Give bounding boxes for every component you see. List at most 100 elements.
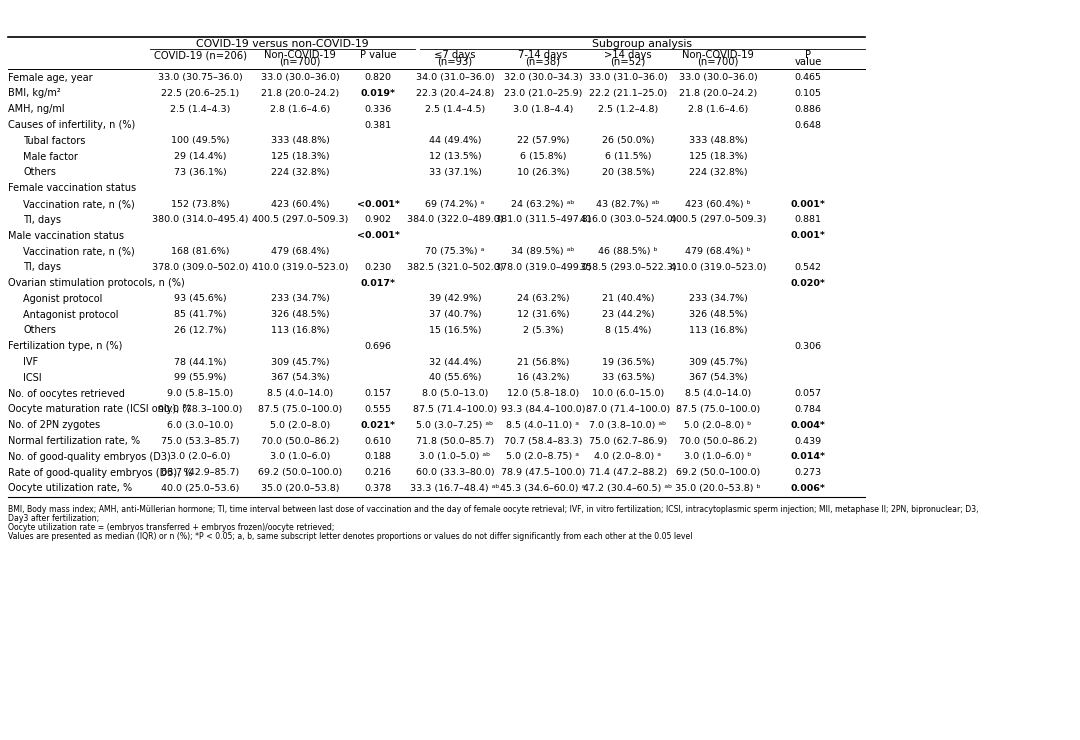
Text: 70 (75.3%) ᵃ: 70 (75.3%) ᵃ [426,247,485,256]
Text: 69.2 (50.0–100.0): 69.2 (50.0–100.0) [258,468,342,477]
Text: 0.542: 0.542 [795,263,822,272]
Text: 233 (34.7%): 233 (34.7%) [689,295,747,303]
Text: 479 (68.4%): 479 (68.4%) [271,247,329,256]
Text: 0.696: 0.696 [365,342,391,351]
Text: 6.0 (3.0–10.0): 6.0 (3.0–10.0) [166,421,233,430]
Text: 21.8 (20.0–24.2): 21.8 (20.0–24.2) [261,89,339,98]
Text: 0.378: 0.378 [364,484,392,493]
Text: 3.0 (1.0–5.0) ᵃᵇ: 3.0 (1.0–5.0) ᵃᵇ [419,452,490,461]
Text: 4.0 (2.0–8.0) ᵃ: 4.0 (2.0–8.0) ᵃ [594,452,661,461]
Text: 9.0 (5.8–15.0): 9.0 (5.8–15.0) [167,389,233,398]
Text: 0.057: 0.057 [795,389,822,398]
Text: 6 (15.8%): 6 (15.8%) [519,152,566,161]
Text: 10 (26.3%): 10 (26.3%) [516,168,569,177]
Text: Non-COVID-19: Non-COVID-19 [265,50,336,60]
Text: 33.0 (30.0–36.0): 33.0 (30.0–36.0) [678,73,757,82]
Text: <0.001*: <0.001* [356,231,400,240]
Text: 87.5 (75.0–100.0): 87.5 (75.0–100.0) [258,405,342,414]
Text: 16 (43.2%): 16 (43.2%) [516,374,569,383]
Text: 0.555: 0.555 [365,405,391,414]
Text: Others: Others [23,167,56,178]
Text: value: value [794,57,822,67]
Text: 22.5 (20.6–25.1): 22.5 (20.6–25.1) [161,89,239,98]
Text: 33.0 (31.0–36.0): 33.0 (31.0–36.0) [589,73,667,82]
Text: 71.4 (47.2–88.2): 71.4 (47.2–88.2) [589,468,667,477]
Text: 378.0 (309.0–502.0): 378.0 (309.0–502.0) [152,263,248,272]
Text: Rate of good-quality embryos (D3), %: Rate of good-quality embryos (D3), % [8,468,192,478]
Text: 0.439: 0.439 [795,437,822,445]
Text: Antagonist protocol: Antagonist protocol [23,309,119,320]
Text: 224 (32.8%): 224 (32.8%) [689,168,747,177]
Text: 2 (5.3%): 2 (5.3%) [523,326,564,335]
Text: 2.5 (1.2–4.8): 2.5 (1.2–4.8) [598,105,658,114]
Text: 33.3 (16.7–48.4) ᵃᵇ: 33.3 (16.7–48.4) ᵃᵇ [410,484,500,493]
Text: AMH, ng/ml: AMH, ng/ml [8,104,65,114]
Text: 90.0 (78.3–100.0): 90.0 (78.3–100.0) [158,405,242,414]
Text: No. of 2PN zygotes: No. of 2PN zygotes [8,420,100,430]
Text: 384.0 (322.0–489.0): 384.0 (322.0–489.0) [407,215,503,224]
Text: 85 (41.7%): 85 (41.7%) [174,310,226,319]
Text: 39 (42.9%): 39 (42.9%) [429,295,482,303]
Text: 35.0 (20.0–53.8): 35.0 (20.0–53.8) [260,484,339,493]
Text: 2.8 (1.6–4.6): 2.8 (1.6–4.6) [688,105,748,114]
Text: 0.001*: 0.001* [791,200,825,209]
Text: 10.0 (6.0–15.0): 10.0 (6.0–15.0) [592,389,664,398]
Text: 34.0 (31.0–36.0): 34.0 (31.0–36.0) [416,73,495,82]
Text: (n=38): (n=38) [526,57,561,67]
Text: TI, days: TI, days [23,215,60,225]
Text: 69.2 (50.0–100.0): 69.2 (50.0–100.0) [676,468,760,477]
Text: 37 (40.7%): 37 (40.7%) [429,310,482,319]
Text: Normal fertilization rate, %: Normal fertilization rate, % [8,436,140,446]
Text: 87.5 (71.4–100.0): 87.5 (71.4–100.0) [413,405,497,414]
Text: 35.0 (20.0–53.8) ᵇ: 35.0 (20.0–53.8) ᵇ [675,484,760,493]
Text: 8.5 (4.0–11.0) ᵃ: 8.5 (4.0–11.0) ᵃ [507,421,580,430]
Text: 367 (54.3%): 367 (54.3%) [271,374,329,383]
Text: 73 (36.1%): 73 (36.1%) [174,168,227,177]
Text: 32 (44.4%): 32 (44.4%) [429,357,482,366]
Text: 33 (63.5%): 33 (63.5%) [602,374,654,383]
Text: Fertilization type, n (%): Fertilization type, n (%) [8,341,122,352]
Text: 0.648: 0.648 [795,121,822,130]
Text: 19 (36.5%): 19 (36.5%) [602,357,654,366]
Text: Male factor: Male factor [23,152,78,161]
Text: 2.5 (1.4–4.5): 2.5 (1.4–4.5) [424,105,485,114]
Text: 93 (45.6%): 93 (45.6%) [174,295,227,303]
Text: IVF: IVF [23,357,38,367]
Text: 382.5 (321.0–502.0): 382.5 (321.0–502.0) [407,263,503,272]
Text: >14 days: >14 days [604,50,652,60]
Text: 3.0 (1.0–6.0): 3.0 (1.0–6.0) [270,452,330,461]
Text: 0.004*: 0.004* [791,421,825,430]
Text: 21 (56.8%): 21 (56.8%) [516,357,569,366]
Text: Ovarian stimulation protocols, n (%): Ovarian stimulation protocols, n (%) [8,278,185,288]
Text: Female age, year: Female age, year [8,73,93,83]
Text: 60.0 (33.3–80.0): 60.0 (33.3–80.0) [416,468,495,477]
Text: 5.0 (2.0–8.75) ᵃ: 5.0 (2.0–8.75) ᵃ [507,452,580,461]
Text: P: P [805,50,811,60]
Text: Subgroup analysis: Subgroup analysis [593,39,692,49]
Text: P value: P value [360,50,396,60]
Text: ≤7 days: ≤7 days [434,50,476,60]
Text: 23.0 (21.0–25.9): 23.0 (21.0–25.9) [503,89,582,98]
Text: 333 (48.8%): 333 (48.8%) [271,136,329,145]
Text: 0.306: 0.306 [795,342,822,351]
Text: 0.465: 0.465 [795,73,822,82]
Text: 100 (49.5%): 100 (49.5%) [171,136,229,145]
Text: TI, days: TI, days [23,262,60,272]
Text: 0.021*: 0.021* [361,421,395,430]
Text: Oocyte utilization rate = (embryos transferred + embryos frozen)/oocyte retrieve: Oocyte utilization rate = (embryos trans… [8,523,335,532]
Text: 26 (50.0%): 26 (50.0%) [602,136,654,145]
Text: 0.902: 0.902 [365,215,391,224]
Text: 22 (57.9%): 22 (57.9%) [516,136,569,145]
Text: 75.0 (62.7–86.9): 75.0 (62.7–86.9) [589,437,667,445]
Text: 125 (18.3%): 125 (18.3%) [271,152,329,161]
Text: 87.5 (75.0–100.0): 87.5 (75.0–100.0) [676,405,760,414]
Text: 8.5 (4.0–14.0): 8.5 (4.0–14.0) [685,389,751,398]
Text: 29 (14.4%): 29 (14.4%) [174,152,226,161]
Text: 0.336: 0.336 [364,105,392,114]
Text: 367 (54.3%): 367 (54.3%) [689,374,747,383]
Text: 333 (48.8%): 333 (48.8%) [689,136,747,145]
Text: 78 (44.1%): 78 (44.1%) [174,357,226,366]
Text: 70.7 (58.4–83.3): 70.7 (58.4–83.3) [503,437,582,445]
Text: (n=93): (n=93) [437,57,473,67]
Text: 21.8 (20.0–24.2): 21.8 (20.0–24.2) [679,89,757,98]
